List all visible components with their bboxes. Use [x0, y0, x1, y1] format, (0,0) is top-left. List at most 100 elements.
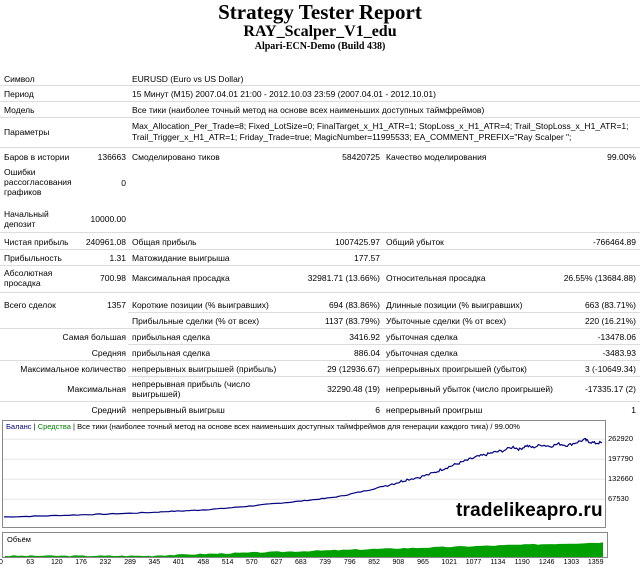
- x-tick-label: 120: [51, 559, 63, 566]
- ticks-label: Смоделировано тиков: [132, 152, 220, 162]
- bars-value: 136663: [97, 152, 126, 162]
- x-tick-label: 1303: [563, 559, 580, 566]
- maxcount-wins-label: непрерывных выигрышей (прибыль): [132, 364, 277, 374]
- x-tick-label: 289: [124, 559, 136, 566]
- deposit-value: 10000.00: [90, 214, 126, 224]
- gross-profit-label: Общая прибыль: [132, 237, 197, 247]
- net-label: Чистая прибыль: [4, 237, 69, 247]
- x-tick-label: 232: [99, 559, 112, 566]
- params-label: Параметры: [4, 127, 50, 137]
- maxcount-label: Максимальное количество: [20, 364, 126, 374]
- rel-dd-label: Относительная просадка: [386, 273, 486, 283]
- max-dd-label: Максимальная просадка: [132, 273, 230, 283]
- short-label: Короткие позиции (% выигравших): [132, 300, 269, 310]
- avg-cons-losses-label: непрерывный проигрыш: [386, 405, 483, 415]
- x-tick-label: 1134: [490, 559, 506, 566]
- avg-cons-wins-value: 6: [375, 405, 380, 415]
- loss-trades-value: 220 (16.21%): [584, 316, 636, 326]
- errors-label: Ошибки рассогласования графиков: [4, 167, 72, 197]
- period-label: Период: [4, 89, 34, 99]
- rel-dd-value: 26.55% (13684.88): [563, 273, 636, 283]
- average-profit-value: 886.04: [354, 348, 380, 358]
- x-axis: 0 63 120 176 232 289 345 401 458 514 570 627 683 739 7…: [0, 558, 640, 571]
- x-tick-label: 345: [148, 559, 161, 566]
- maxcount-losses-value: 3 (-10649.34): [584, 364, 636, 374]
- x-tick-label: 570: [246, 559, 258, 566]
- symbol-label: Символ: [4, 74, 35, 84]
- average-profit-label: прибыльная сделка: [132, 348, 211, 358]
- maximal-loss-label: непрерывный убыток (число проигрышей): [386, 384, 553, 394]
- legend-equity: Средства: [37, 422, 71, 431]
- x-tick-label: 627: [270, 559, 283, 566]
- report-header: Strategy Tester Report RAY_Scalper_V1_ed…: [0, 1, 640, 53]
- short-value: 694 (83.86%): [328, 300, 380, 310]
- y-tick-label: 262920: [608, 434, 634, 444]
- x-tick-label: 63: [26, 559, 35, 566]
- profit-trades-value: 1137 (83.79%): [324, 316, 380, 326]
- volume-label: Объём: [7, 535, 31, 544]
- largest-label: Самая большая: [62, 332, 126, 342]
- x-tick-label: 1021: [441, 559, 457, 566]
- abs-dd-value: 700.98: [100, 273, 126, 283]
- long-label: Длинные позиции (% выигравших): [386, 300, 523, 310]
- total-value: 1357: [107, 300, 126, 310]
- x-tick-label: 1077: [465, 559, 482, 566]
- expert-name: RAY_Scalper_V1_edu: [243, 23, 397, 40]
- largest-profit-label: прибыльная сделка: [132, 332, 211, 342]
- pf-label: Прибыльность: [4, 253, 62, 263]
- maxcount-wins-value: 29 (12936.67): [327, 364, 380, 374]
- loss-trades-label: Убыточные сделки (% от всех): [386, 316, 507, 326]
- symbol-value: EURUSD (Euro vs US Dollar): [132, 74, 244, 84]
- errors-value: 0: [121, 178, 126, 188]
- model-value: Все тики (наиболее точный метод на основ…: [132, 105, 485, 115]
- max-dd-value: 32981.71 (13.66%): [307, 273, 380, 283]
- bars-label: Баров в истории: [4, 152, 70, 162]
- ticks-value: 58420725: [342, 152, 380, 162]
- model-label: Модель: [4, 105, 35, 115]
- x-tick-label: 796: [343, 559, 356, 566]
- x-tick-label: 739: [319, 559, 331, 566]
- x-tick-label: 965: [417, 559, 429, 566]
- average-label: Средняя: [91, 348, 126, 358]
- abs-dd-label: Абсолютная просадка: [4, 268, 53, 288]
- profit-trades-label: Прибыльные сделки (% от всех): [132, 316, 260, 326]
- legend-balance: Баланс: [6, 422, 32, 431]
- volume-area: [5, 542, 603, 557]
- x-tick-label: 176: [75, 559, 87, 566]
- avg-cons-losses-value: 1: [631, 405, 636, 415]
- quality-value: 99.00%: [607, 152, 636, 162]
- y-tick-label: 132660: [608, 474, 634, 484]
- maximal-label: Максимальная: [67, 384, 126, 394]
- average-loss-label: убыточная сделка: [386, 348, 458, 358]
- report-title: Strategy Tester Report: [218, 0, 422, 24]
- average-loss-value: -3483.93: [602, 348, 636, 358]
- avg-cons-label: Средний: [91, 405, 126, 415]
- x-tick-label: 852: [368, 559, 380, 566]
- balance-chart: [2, 420, 606, 528]
- maximal-profit-value: 32290.48 (19): [327, 384, 380, 394]
- x-tick-label: 1359: [587, 559, 604, 566]
- expected-label: Матожидание выигрыша: [132, 253, 230, 263]
- chart-legend: Баланс | Средства | Все тики (наиболее т…: [6, 422, 520, 431]
- x-tick-label: 458: [197, 559, 210, 566]
- x-tick-label: 514: [221, 559, 234, 566]
- maximal-profit-label: непрерывная прибыль (число выигрышей): [132, 379, 251, 399]
- total-label: Всего сделок: [4, 300, 56, 310]
- long-value: 663 (83.71%): [584, 300, 636, 310]
- expected-value: 177.57: [354, 253, 380, 263]
- largest-loss-value: -13478.06: [597, 332, 636, 342]
- x-tick-label: 1190: [514, 559, 530, 566]
- chart-frame: [2, 420, 606, 528]
- volume-bars: [5, 542, 603, 557]
- maximal-loss-value: -17335.17 (2): [584, 384, 636, 394]
- largest-profit-value: 3416.92: [349, 332, 380, 342]
- largest-loss-label: убыточная сделка: [386, 332, 458, 342]
- x-tick-label: 683: [294, 559, 307, 566]
- volume-panel: Объём: [2, 532, 608, 558]
- params-value: Max_Allocation_Per_Trade=8; Fixed_LotSiz…: [132, 121, 629, 142]
- legend-description: Все тики (наиболее точный метод на основ…: [77, 422, 520, 431]
- pf-value: 1.31: [109, 253, 126, 263]
- maxcount-losses-label: непрерывных проигрышей (убыток): [386, 364, 527, 374]
- period-value: 15 Минут (M15) 2007.04.01 21:00 - 2012.1…: [132, 89, 436, 99]
- chart-grid: [3, 438, 605, 500]
